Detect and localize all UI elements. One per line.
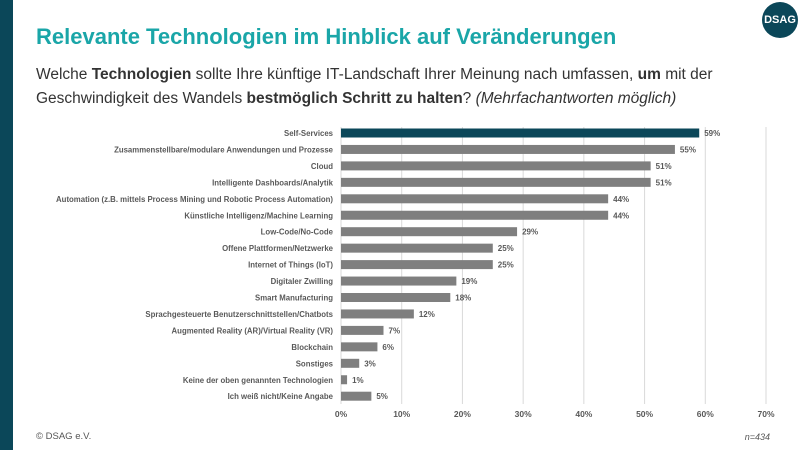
copyright: © DSAG e.V.: [36, 431, 92, 442]
category-label: Ich weiß nicht/Keine Angabe: [228, 392, 334, 401]
data-label: 59%: [704, 129, 720, 138]
x-tick-label: 70%: [757, 409, 774, 419]
data-label: 29%: [522, 228, 538, 237]
category-label: Low-Code/No-Code: [261, 228, 334, 237]
category-label: Offene Plattformen/Netzwerke: [222, 244, 334, 253]
x-tick-label: 50%: [636, 409, 653, 419]
category-label: Digitaler Zwilling: [271, 277, 334, 286]
data-label: 25%: [498, 261, 514, 270]
data-label: 7%: [389, 326, 401, 335]
data-label: 6%: [382, 343, 394, 352]
data-label: 44%: [613, 195, 629, 204]
bar: [341, 243, 493, 253]
data-label: 1%: [352, 376, 364, 385]
category-label: Sprachgesteuerte Benutzerschnittstellen/…: [145, 310, 333, 319]
bar: [341, 276, 457, 286]
data-label: 18%: [455, 294, 471, 303]
x-tick-label: 30%: [515, 409, 532, 419]
x-tick-label: 20%: [454, 409, 471, 419]
x-tick-label: 0%: [335, 409, 348, 419]
bar: [341, 260, 493, 270]
data-label: 44%: [613, 211, 629, 220]
bar: [341, 293, 451, 302]
bar: [341, 391, 372, 401]
data-label: 3%: [364, 359, 376, 368]
x-tick-label: 10%: [393, 409, 410, 419]
bar: [341, 325, 384, 335]
bar: [341, 342, 378, 352]
data-label: 25%: [498, 244, 514, 253]
data-label: 55%: [680, 145, 696, 154]
x-tick-label: 40%: [575, 409, 592, 419]
category-label: Smart Manufacturing: [255, 294, 333, 303]
data-label: 19%: [461, 277, 477, 286]
bar: [341, 194, 609, 204]
category-label: Intelligente Dashboards/Analytik: [212, 178, 334, 187]
question-text: Welche Technologien sollte Ihre künftige…: [36, 66, 713, 107]
bar: [341, 177, 651, 187]
bar: [341, 375, 348, 385]
data-label: 51%: [656, 162, 672, 171]
category-label: Augmented Reality (AR)/Virtual Reality (…: [172, 326, 334, 335]
category-label: Cloud: [311, 162, 333, 171]
category-label: Internet of Things (IoT): [248, 261, 333, 270]
bar: [341, 309, 414, 319]
category-label: Blockchain: [291, 343, 333, 352]
bar: [341, 128, 700, 138]
category-label: Zusammenstellbare/modulare Anwendungen u…: [114, 145, 334, 154]
data-label: 51%: [656, 178, 672, 187]
bar: [341, 227, 518, 237]
category-label: Automation (z.B. mittels Process Mining …: [56, 195, 333, 204]
data-label: 12%: [419, 310, 435, 319]
bar: [341, 144, 675, 154]
category-label: Sonstiges: [296, 359, 334, 368]
dsag-logo: DSAG: [762, 2, 798, 38]
bar: [341, 161, 651, 171]
bar: [341, 210, 609, 220]
sidebar-accent: [0, 0, 13, 450]
category-label: Self-Services: [284, 129, 334, 138]
data-label: 5%: [376, 392, 388, 401]
category-label: Keine der oben genannten Technologien: [183, 376, 333, 385]
bar: [341, 358, 360, 368]
category-label: Künstliche Intelligenz/Machine Learning: [184, 211, 333, 220]
page-title: Relevante Technologien im Hinblick auf V…: [36, 24, 617, 49]
sample-size: n=434: [744, 432, 770, 442]
x-tick-label: 60%: [697, 409, 714, 419]
